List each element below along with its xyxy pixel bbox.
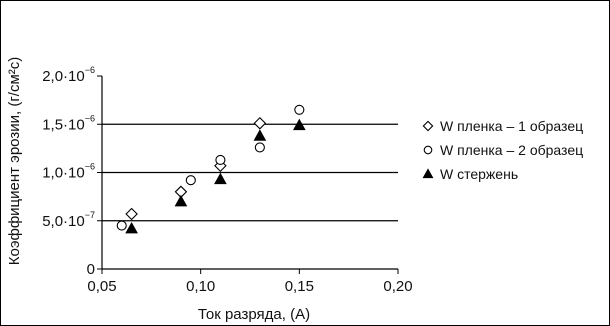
y-tick-label: 5,0·10−7 [42,210,95,230]
data-point-triangle-filled [125,221,138,234]
y-tick-label: 0 [87,261,95,278]
series-triangle-filled [125,118,306,234]
data-point-triangle-filled [214,172,227,185]
x-tick-label: 0,05 [87,278,116,295]
legend-marker-circle-open [423,145,433,155]
data-point-diamond-open [253,117,267,130]
legend-marker-triangle-filled [422,168,434,179]
tick-marks: 0,05 0,10 0,15 0,20 0 5,0·10−7 1,0·10−6 1,5·10−… [42,65,412,295]
series-circle-open [116,104,305,231]
data-point-circle-open [185,175,196,186]
legend-label: W пленка – 1 образец [440,118,583,134]
data-point-circle-open [294,104,305,115]
legend-label: W стержень [440,166,518,182]
data-point-triangle-filled [174,194,188,207]
data-point-circle-open [254,142,265,153]
y-tick-label: 1,5·10−6 [42,113,95,133]
x-tick-label: 0,20 [383,278,412,295]
x-axis-title: Ток разряда, (A) [198,306,310,323]
series-diamond-open [125,117,267,221]
x-tick-label: 0,10 [186,278,215,295]
data-point-triangle-filled [253,129,267,141]
y-axis-title: Коэффициент эрозии, (г/см²с) [6,57,23,266]
data-point-triangle-filled [292,118,306,131]
data-point-circle-open [116,220,127,231]
legend-label: W пленка – 2 образец [440,142,583,158]
y-tick-label: 1,0·10−6 [42,162,95,182]
legend: W пленка – 1 образец W пленка – 2 образец… [422,118,583,182]
x-tick-label: 0,15 [285,278,314,295]
grid-lines [102,123,398,222]
data-points [116,104,306,234]
legend-marker-diamond-open [422,120,434,132]
data-point-circle-open [215,154,226,166]
data-point-diamond-open [125,207,138,221]
y-tick-label: 2,0·10−6 [42,65,95,85]
